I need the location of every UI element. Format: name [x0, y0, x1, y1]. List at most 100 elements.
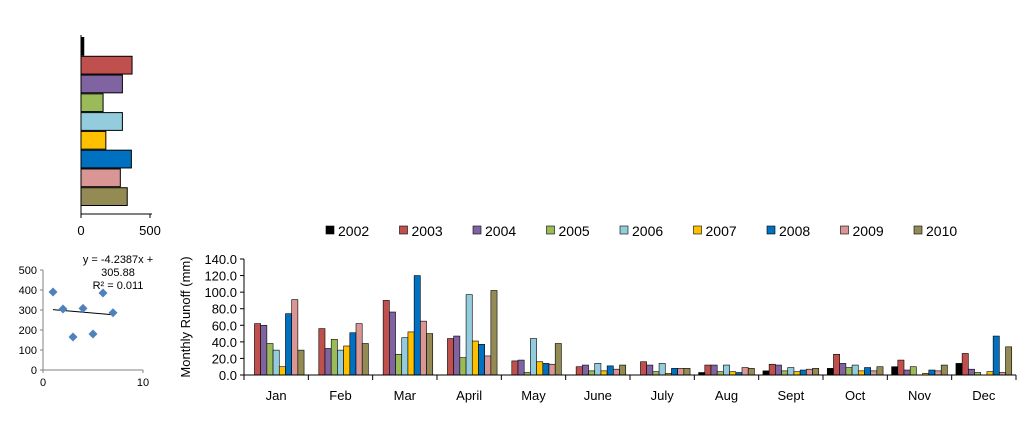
legend-label-2003: 2003: [412, 223, 443, 239]
main-y-tick-label: 100.0: [204, 285, 237, 300]
main-y-axis-title: Monthly Runoff (mm): [178, 256, 193, 377]
bar-2006-Aug: [723, 364, 730, 376]
annual-bar-2010: [80, 187, 128, 207]
bar-2004-Dec: [968, 368, 975, 376]
bar-2008-Nov: [928, 369, 936, 376]
annual-bar-2003: [80, 55, 133, 75]
legend-swatch-2002: [325, 225, 335, 235]
scatter-equation-line: y = -4.2387x +: [83, 254, 153, 266]
scatter-point: [58, 304, 68, 314]
annual-bar-2009: [80, 168, 121, 188]
legend-swatch-2008: [766, 225, 776, 235]
scatter-y-tick-label: 200: [19, 325, 37, 337]
bar-2005-April: [459, 357, 467, 376]
bar-2009-Nov: [934, 370, 942, 376]
bar-2009-Mar: [420, 320, 427, 376]
main-y-tick-label: 80.0: [212, 302, 237, 317]
legend-label-2009: 2009: [853, 223, 884, 239]
bar-2003-May: [511, 360, 519, 376]
bar-2002-Dec: [955, 363, 963, 376]
bar-2004-May: [517, 359, 525, 376]
legend-swatch-2003: [399, 225, 408, 235]
bar-2004-Sept: [775, 364, 782, 376]
bar-2010-May: [554, 343, 562, 376]
bar-2010-Dec: [1005, 346, 1013, 376]
bar-2010-Aug: [747, 368, 755, 376]
main-y-tick-label: 120.0: [204, 269, 237, 284]
scatter-x-tick-label: 10: [137, 377, 149, 389]
main-x-tick-label: Dec: [972, 388, 996, 403]
bar-2004-Nov: [903, 369, 911, 376]
bar-2010-Nov: [940, 364, 948, 376]
bar-2010-April: [490, 290, 498, 376]
scatter-trend-chart: 0 100 200 300 400 500 0 10 y = -4.2387x +305.88R…: [19, 254, 154, 389]
bar-2004-Oct: [839, 363, 847, 376]
main-x-tick-label: Aug: [715, 388, 738, 403]
main-y-tick-label: 140.0: [204, 252, 237, 267]
annual-x-tick-label: 500: [139, 223, 161, 238]
bar-2010-Sept: [812, 368, 820, 376]
bar-2010-Feb: [361, 343, 369, 376]
annual-runoff-bar-chart: 0 500: [77, 35, 161, 238]
legend-label-2005: 2005: [559, 223, 590, 239]
bar-2010-Mar: [426, 333, 434, 376]
bar-2002-Sept: [762, 370, 770, 376]
bar-2005-June: [588, 370, 596, 376]
bar-2007-Mar: [407, 331, 415, 376]
bar-2005-Feb: [330, 339, 338, 376]
main-y-tick-label: 60.0: [212, 318, 237, 333]
bar-2010-July: [683, 368, 691, 376]
scatter-equation-line: 305.88: [101, 267, 135, 279]
bar-2007-June: [600, 370, 608, 376]
bar-2008-June: [606, 365, 614, 376]
legend-label-2002: 2002: [338, 223, 369, 239]
main-x-tick-label: May: [521, 388, 546, 403]
scatter-point: [78, 303, 88, 313]
bar-2007-Feb: [343, 345, 351, 376]
bar-2009-June: [613, 368, 620, 376]
bar-2006-July: [658, 363, 666, 376]
main-x-tick-label: Feb: [329, 388, 351, 403]
legend-swatch-2010: [913, 225, 923, 235]
bar-2004-Feb: [324, 348, 332, 376]
scatter-point: [68, 332, 78, 342]
bar-2004-Mar: [389, 311, 396, 376]
bar-2009-May: [548, 363, 556, 376]
main-x-tick-label: Jan: [266, 388, 287, 403]
bar-2003-Mar: [382, 300, 390, 376]
legend-swatch-2009: [840, 225, 849, 235]
bar-2006-Feb: [337, 349, 344, 376]
bar-2005-Jan: [266, 343, 274, 376]
bar-2004-June: [582, 364, 589, 376]
legend-label-2008: 2008: [779, 223, 810, 239]
bar-2003-Jan: [254, 323, 261, 376]
bar-2006-Sept: [787, 367, 795, 376]
main-y-tick-label: 0.0: [219, 368, 237, 383]
scatter-y-tick-label: 400: [19, 285, 37, 297]
bar-2008-Sept: [799, 369, 807, 376]
annual-bar-2008: [80, 149, 132, 169]
scatter-y-tick-label: 0: [31, 365, 37, 377]
bar-2003-Dec: [961, 353, 969, 376]
legend-label-2010: 2010: [926, 223, 957, 239]
bar-2008-Jan: [285, 313, 292, 376]
scatter-point: [48, 287, 58, 297]
annual-bar-2007: [80, 130, 107, 150]
bar-2006-April: [465, 294, 473, 376]
bar-2008-May: [542, 363, 550, 376]
bar-2009-April: [484, 355, 492, 376]
bar-2005-Nov: [909, 366, 917, 376]
legend-label-2006: 2006: [632, 223, 663, 239]
bar-2005-Oct: [845, 367, 853, 376]
chart-legend: 2002 2003 2004 2005 2006 2007 2008 2009 2010: [325, 223, 957, 239]
main-y-tick-label: 40.0: [212, 335, 237, 350]
bar-2009-Oct: [870, 370, 878, 376]
bar-2010-Jan: [297, 349, 305, 376]
main-x-tick-label: April: [456, 388, 482, 403]
scatter-point: [108, 308, 118, 318]
bar-2009-Sept: [806, 368, 813, 376]
bar-2004-Jan: [260, 324, 268, 376]
bar-2008-Feb: [349, 332, 357, 376]
bar-2003-Nov: [897, 359, 905, 376]
